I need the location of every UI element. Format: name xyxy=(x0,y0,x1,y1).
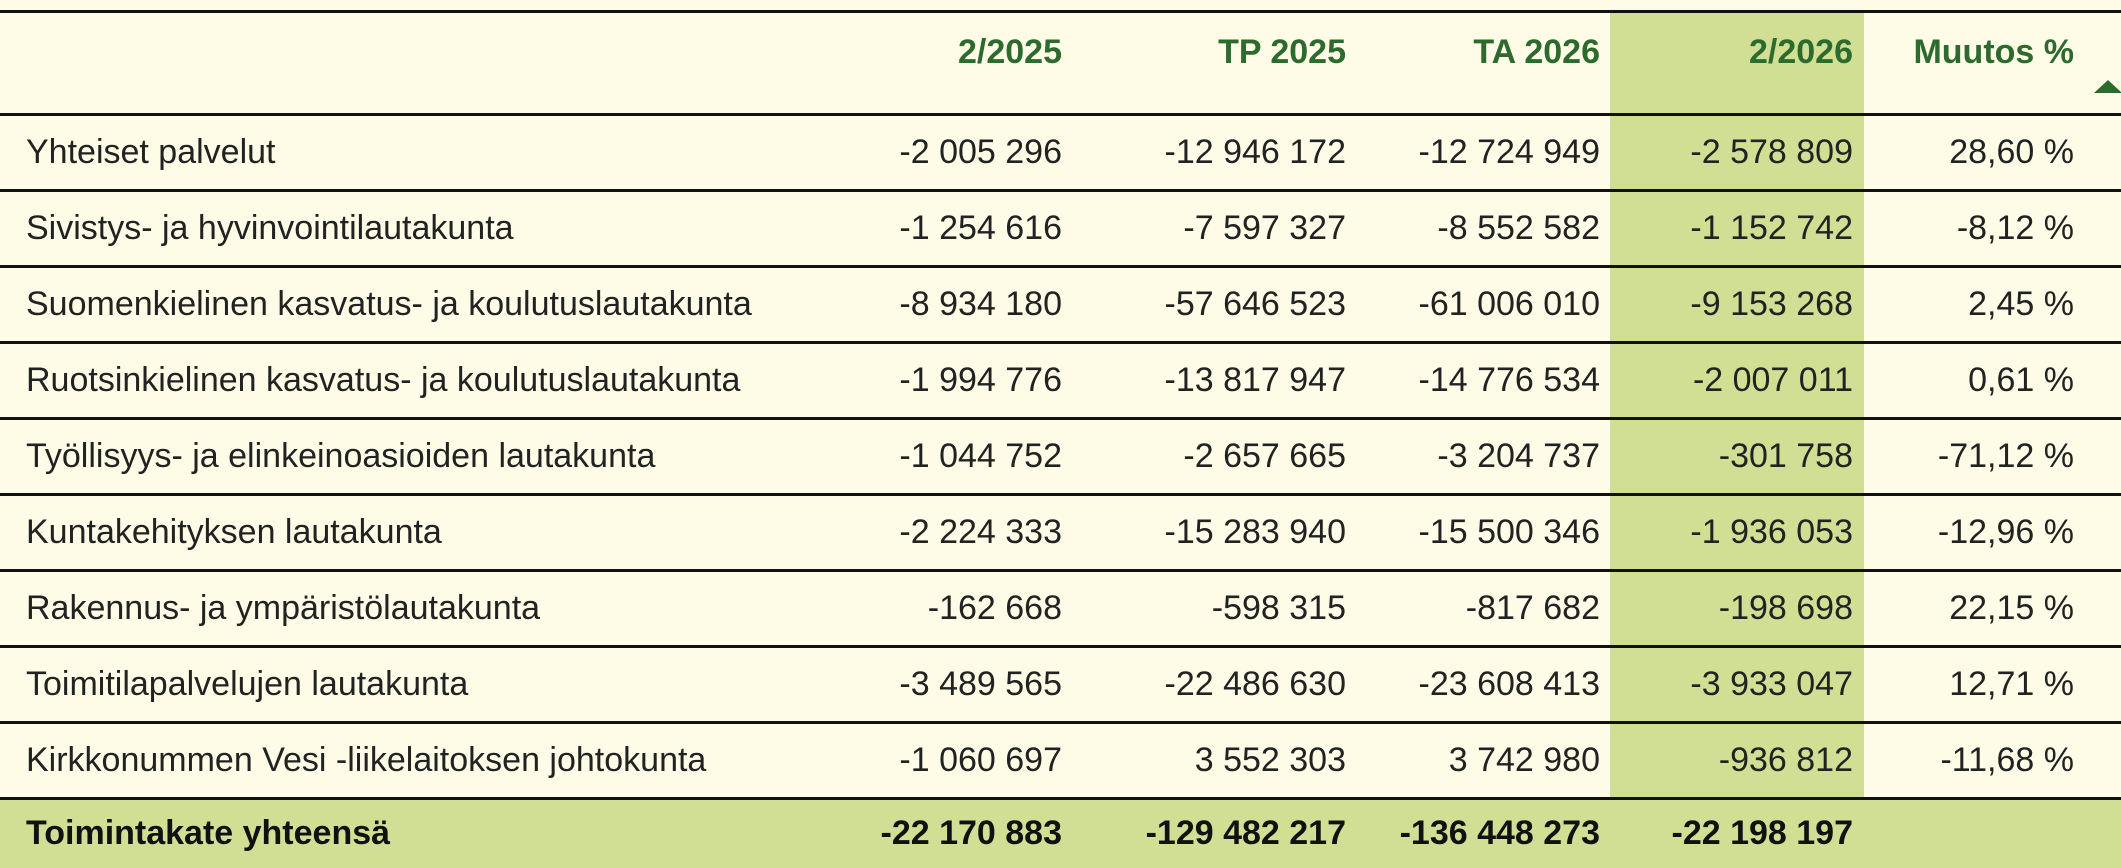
total-row-background xyxy=(0,798,2121,868)
total-label: Toimintakate yhteensä xyxy=(26,814,391,852)
cell-value: -2 224 333 xyxy=(899,513,1062,551)
row-label: Työllisyys- ja elinkeinoasioiden lautaku… xyxy=(26,437,656,475)
row-rule xyxy=(0,569,2121,572)
cell-value: -162 668 xyxy=(927,589,1062,627)
cell-value: -12,96 % xyxy=(1937,513,2074,551)
cell-value: -1 044 752 xyxy=(899,437,1062,475)
row-label: Ruotsinkielinen kasvatus- ja koulutuslau… xyxy=(26,361,741,399)
cell-value: 22,15 % xyxy=(1949,589,2074,627)
cell-value: -14 776 534 xyxy=(1418,361,1601,399)
row-rule xyxy=(0,645,2121,648)
row-label: Kuntakehityksen lautakunta xyxy=(26,513,442,551)
cell-value: -12 724 949 xyxy=(1418,133,1601,171)
cell-value: -2 005 296 xyxy=(899,133,1062,171)
cell-value: -23 608 413 xyxy=(1418,665,1601,703)
row-rule xyxy=(0,265,2121,268)
cell-value: -61 006 010 xyxy=(1418,285,1601,323)
highlight-column xyxy=(1610,11,1864,798)
column-header[interactable]: TP 2025 xyxy=(1218,33,1346,71)
cell-value: -12 946 172 xyxy=(1164,133,1347,171)
row-label: Yhteiset palvelut xyxy=(26,133,276,171)
cell-value: 12,71 % xyxy=(1949,665,2074,703)
cell-value: -3 933 047 xyxy=(1690,665,1853,703)
row-label: Kirkkonummen Vesi -liikelaitoksen johtok… xyxy=(26,741,707,779)
total-value: -22 170 883 xyxy=(880,814,1063,852)
cell-value: -8 934 180 xyxy=(899,285,1062,323)
cell-value: -1 994 776 xyxy=(899,361,1062,399)
cell-value: -22 486 630 xyxy=(1164,665,1347,703)
total-value: -22 198 197 xyxy=(1671,814,1854,852)
cell-value: -301 758 xyxy=(1718,437,1853,475)
cell-value: -57 646 523 xyxy=(1164,285,1347,323)
total-value: -129 482 217 xyxy=(1145,814,1346,852)
column-header[interactable]: Muutos % xyxy=(1913,33,2074,71)
row-rule xyxy=(0,189,2121,192)
cell-value: -8,12 % xyxy=(1956,209,2074,247)
cell-value: -3 489 565 xyxy=(899,665,1062,703)
row-label: Rakennus- ja ympäristölautakunta xyxy=(26,589,541,627)
top-rule xyxy=(0,10,2121,13)
cell-value: -15 283 940 xyxy=(1164,513,1347,551)
cell-value: -7 597 327 xyxy=(1183,209,1346,247)
cell-value: -2 657 665 xyxy=(1183,437,1346,475)
row-rule xyxy=(0,417,2121,420)
cell-value: -9 153 268 xyxy=(1690,285,1853,323)
cell-value: 28,60 % xyxy=(1949,133,2074,171)
row-rule xyxy=(0,721,2121,724)
cell-value: 3 552 303 xyxy=(1194,741,1346,779)
cell-value: -1 060 697 xyxy=(899,741,1062,779)
cell-value: -13 817 947 xyxy=(1164,361,1347,399)
cell-value: -71,12 % xyxy=(1937,437,2074,475)
row-label: Suomenkielinen kasvatus- ja koulutuslaut… xyxy=(26,285,752,323)
cell-value: 3 742 980 xyxy=(1448,741,1600,779)
cell-value: -1 936 053 xyxy=(1690,513,1853,551)
cell-value: -8 552 582 xyxy=(1437,209,1600,247)
cell-value: -936 812 xyxy=(1718,741,1853,779)
sort-indicator[interactable] xyxy=(2094,80,2121,93)
cell-value: -3 204 737 xyxy=(1437,437,1600,475)
column-header[interactable]: 2/2026 xyxy=(1749,33,1853,71)
cell-value: -1 152 742 xyxy=(1690,209,1853,247)
row-rule xyxy=(0,341,2121,344)
cell-value: -2 578 809 xyxy=(1690,133,1853,171)
cell-value: -2 007 011 xyxy=(1692,361,1853,399)
row-label: Sivistys- ja hyvinvointilautakunta xyxy=(26,209,514,247)
cell-value: -15 500 346 xyxy=(1418,513,1601,551)
row-rule xyxy=(0,797,2121,800)
cell-value: -11,68 % xyxy=(1940,741,2074,779)
cell-value: -598 315 xyxy=(1211,589,1346,627)
row-label: Toimitilapalvelujen lautakunta xyxy=(26,665,469,703)
column-header[interactable]: 2/2025 xyxy=(958,33,1062,71)
cell-value: -1 254 616 xyxy=(899,209,1062,247)
cell-value: -817 682 xyxy=(1465,589,1600,627)
cell-value: 2,45 % xyxy=(1968,285,2074,323)
column-header[interactable]: TA 2026 xyxy=(1473,33,1600,71)
cell-value: -198 698 xyxy=(1718,589,1853,627)
total-value: -136 448 273 xyxy=(1399,814,1600,852)
header-rule xyxy=(0,113,2121,116)
cell-value: 0,61 % xyxy=(1968,361,2074,399)
row-rule xyxy=(0,493,2121,496)
